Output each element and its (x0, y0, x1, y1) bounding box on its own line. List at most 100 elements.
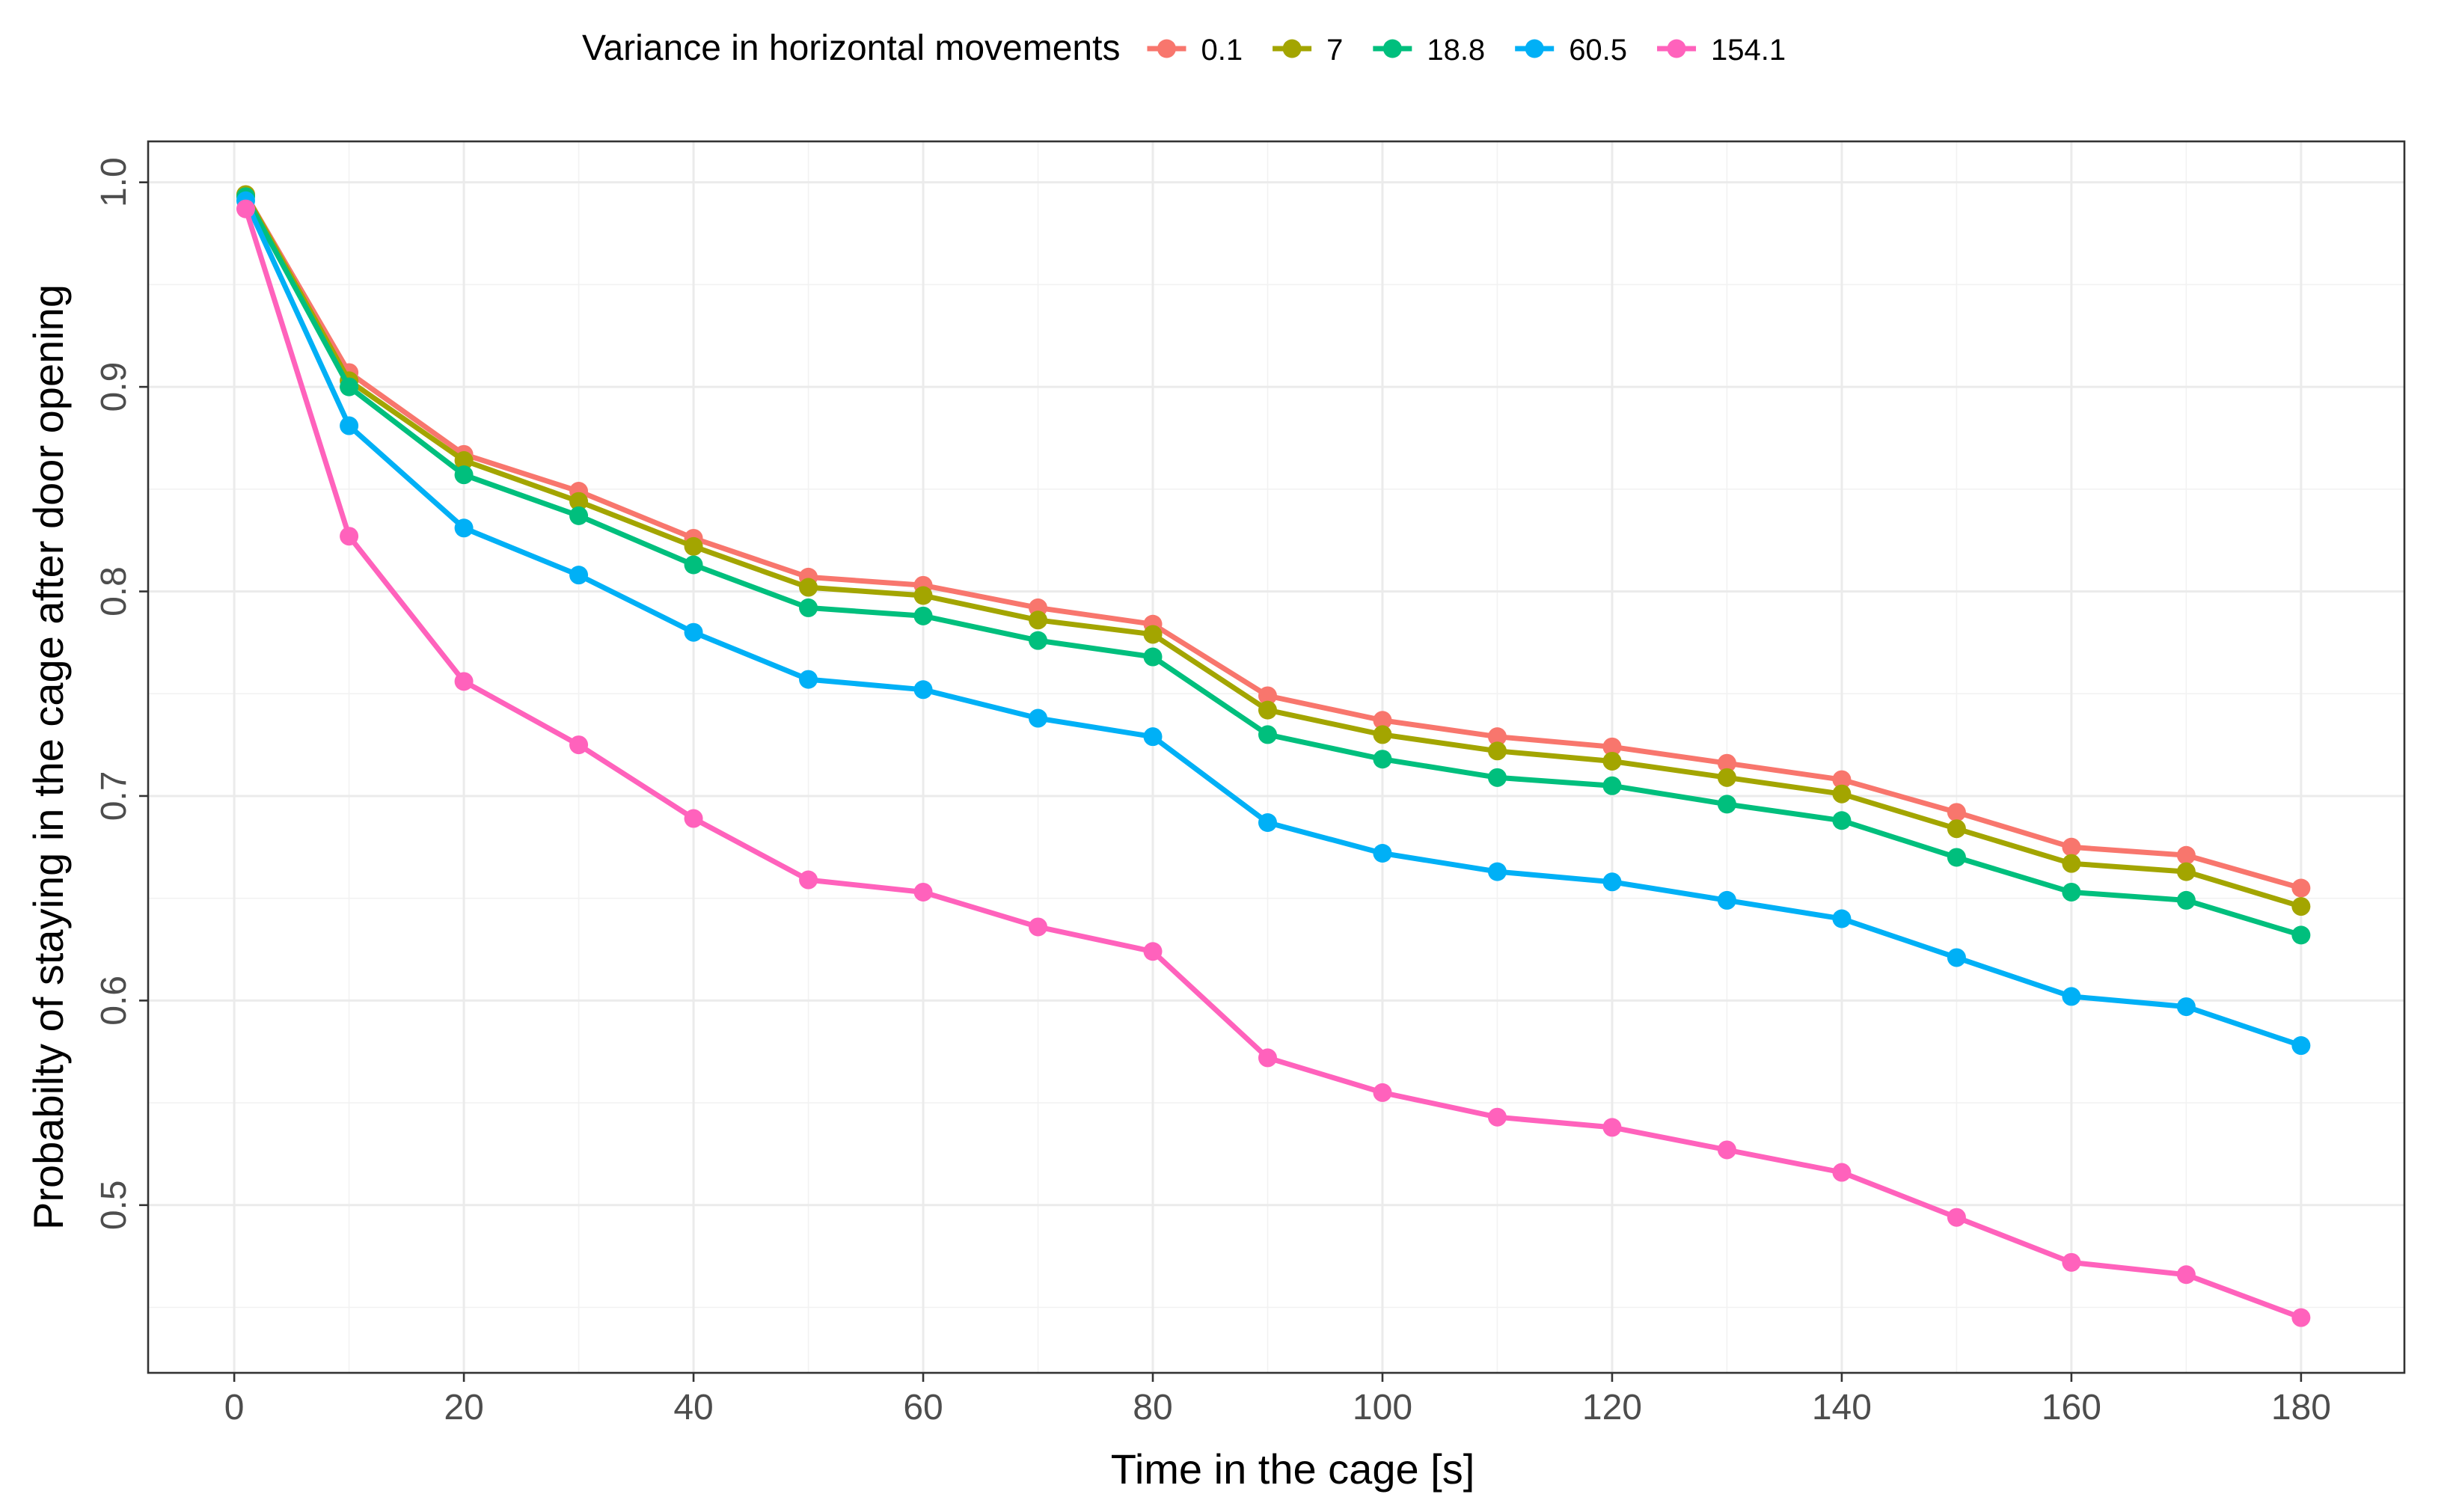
data-point (1602, 776, 1622, 795)
data-point (1373, 750, 1392, 769)
y-tick-label: 0.5 (94, 1180, 134, 1230)
x-tick-label: 120 (1582, 1388, 1642, 1427)
data-point (1373, 1083, 1392, 1102)
x-tick-label: 20 (444, 1388, 483, 1427)
data-point (454, 672, 474, 691)
y-axis: 0.5 0.6 0.7 0.8 0.9 1.0 (94, 157, 148, 1230)
y-tick-label: 0.9 (94, 362, 134, 412)
data-point (1487, 741, 1507, 761)
x-tick-label: 180 (2271, 1388, 2331, 1427)
data-point (2062, 987, 2081, 1006)
data-point (1487, 1107, 1507, 1127)
legend-item-0.1: 0.1 (1147, 34, 1243, 67)
data-point (2062, 1252, 2081, 1272)
data-point (2062, 882, 2081, 902)
data-point (340, 377, 359, 397)
legend-key-point (1382, 39, 1402, 58)
x-axis-label: Time in the cage [s] (1111, 1445, 1475, 1493)
data-point (1602, 1118, 1622, 1137)
x-tick-label: 60 (903, 1388, 943, 1427)
data-point (1947, 848, 1966, 867)
data-point (684, 536, 703, 556)
data-point (2291, 897, 2311, 916)
data-point (1258, 812, 1277, 832)
data-point (1832, 770, 1852, 789)
data-point (1832, 811, 1852, 830)
data-point (1717, 890, 1736, 910)
data-point (799, 578, 818, 597)
legend-item-7: 7 (1273, 34, 1343, 67)
data-point (1373, 711, 1392, 730)
data-point (1947, 1208, 1966, 1227)
data-point (1717, 1140, 1736, 1160)
legend-title: Variance in horizontal movements (582, 28, 1120, 68)
data-point (1258, 1048, 1277, 1068)
data-point (684, 809, 703, 828)
data-point (569, 492, 589, 511)
data-point (1832, 909, 1852, 928)
data-point (1717, 768, 1736, 787)
data-point (1947, 948, 1966, 967)
data-point (2062, 854, 2081, 873)
data-point (1373, 844, 1392, 863)
x-tick-label: 80 (1133, 1388, 1172, 1427)
data-point (2062, 837, 2081, 857)
data-point (1029, 610, 1048, 630)
data-point (1832, 1163, 1852, 1182)
data-point (1373, 725, 1392, 744)
legend: Variance in horizontal movements 0.1 7 18.… (582, 28, 1786, 68)
series-18.8 (236, 187, 2311, 945)
legend-item-label: 7 (1326, 34, 1343, 67)
data-point (1487, 862, 1507, 881)
data-point (236, 199, 255, 218)
data-point (684, 555, 703, 575)
data-point (2176, 845, 2196, 865)
data-point (340, 416, 359, 435)
data-point (799, 870, 818, 890)
series-154.1 (236, 199, 2311, 1327)
data-point (569, 566, 589, 585)
legend-item-label: 60.5 (1569, 34, 1627, 67)
plot-border (147, 140, 2406, 1374)
data-point (454, 518, 474, 538)
data-point (1947, 819, 1966, 839)
legend-item-60.5: 60.5 (1515, 34, 1627, 67)
legend-item-18.8: 18.8 (1373, 34, 1485, 67)
y-axis-label: Probabilty of staying in the cage after … (25, 284, 72, 1230)
data-point (1832, 784, 1852, 804)
data-point (684, 622, 703, 642)
x-tick-label: 140 (1812, 1388, 1872, 1427)
data-point (1143, 647, 1163, 667)
data-point (1487, 768, 1507, 787)
data-point (2291, 1308, 2311, 1327)
data-point (2291, 925, 2311, 945)
legend-item-label: 0.1 (1201, 34, 1243, 67)
data-point (569, 735, 589, 755)
data-point (2176, 1265, 2196, 1285)
data-point (1143, 942, 1163, 961)
data-point (2176, 890, 2196, 910)
legend-key-point (1667, 39, 1686, 58)
data-point (913, 882, 933, 902)
data-point (913, 606, 933, 625)
data-point (1258, 725, 1277, 744)
legend-key-point (1157, 39, 1176, 58)
y-tick-label: 1.0 (94, 157, 134, 207)
data-point (454, 451, 474, 471)
legend-key-point (1282, 39, 1302, 58)
data-point (2291, 1036, 2311, 1056)
data-point (2176, 862, 2196, 881)
legend-item-label: 18.8 (1427, 34, 1485, 67)
x-axis: 0 20 40 60 80 100 120 140 160 180 (224, 1373, 2331, 1427)
y-tick-label: 0.7 (94, 771, 134, 821)
data-point (1258, 700, 1277, 720)
x-tick-label: 0 (224, 1388, 245, 1427)
legend-item-154.1: 154.1 (1657, 34, 1786, 67)
data-point (1258, 686, 1277, 706)
data-point (1029, 917, 1048, 937)
data-point (1602, 751, 1622, 771)
data-point (1143, 625, 1163, 644)
data-point (340, 527, 359, 546)
data-point (454, 465, 474, 485)
